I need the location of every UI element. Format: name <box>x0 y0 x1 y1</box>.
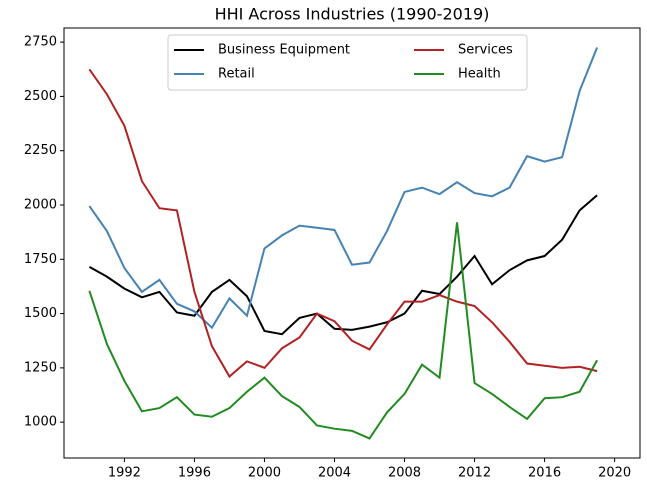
series-line <box>88 222 598 440</box>
x-tick-label: 2008 <box>388 466 421 481</box>
series-line <box>88 194 598 336</box>
legend-label: Business Equipment <box>218 43 350 58</box>
chart-title: HHI Across Industries (1990-2019) <box>215 5 490 24</box>
x-tick-label: 1992 <box>108 466 141 481</box>
x-tick-label: 2016 <box>528 466 561 481</box>
y-tick-label: 2250 <box>24 143 57 158</box>
y-tick-label: 2750 <box>24 35 57 50</box>
y-tick-label: 1500 <box>24 306 57 321</box>
series-line <box>88 47 599 330</box>
x-tick-label: 2004 <box>318 466 351 481</box>
y-tick-label: 1000 <box>24 415 57 430</box>
x-tick-label: 2000 <box>248 466 281 481</box>
legend-label: Health <box>458 67 501 82</box>
y-tick-label: 1250 <box>24 360 57 375</box>
legend-box <box>167 34 528 91</box>
x-tick-label: 2020 <box>598 466 631 481</box>
y-tick-label: 2000 <box>24 197 57 212</box>
x-tick-label: 2012 <box>458 466 491 481</box>
legend-label: Retail <box>218 67 255 82</box>
series-line <box>88 68 598 379</box>
y-tick-label: 1750 <box>24 252 57 267</box>
legend-label: Services <box>458 43 513 58</box>
x-tick-label: 1996 <box>178 466 211 481</box>
plot-frame <box>63 27 641 459</box>
y-tick-label: 2500 <box>24 89 57 104</box>
